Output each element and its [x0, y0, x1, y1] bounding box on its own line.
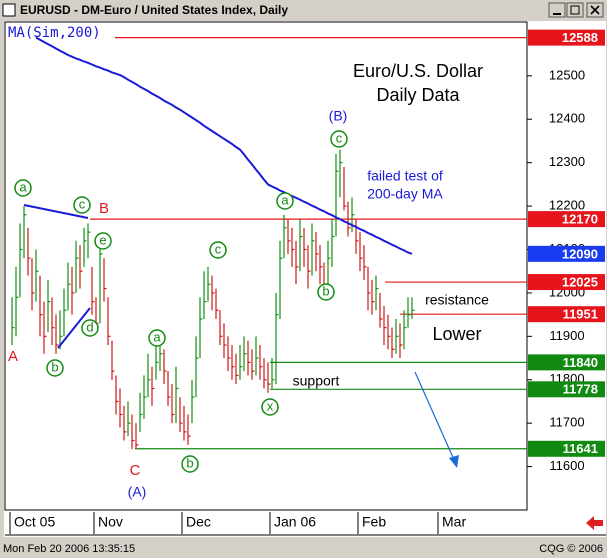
wave-circle	[276, 192, 294, 210]
scroll-arrow[interactable]	[586, 516, 603, 530]
level-label: 12588	[562, 30, 598, 45]
wave-label: a	[153, 329, 161, 344]
y-tick-label: 12500	[549, 67, 585, 82]
y-tick-label: 11900	[549, 328, 584, 343]
level-box	[528, 211, 605, 228]
wave-label: c	[336, 130, 343, 145]
wave-circle	[94, 232, 112, 250]
annotation: B	[99, 200, 109, 217]
icon	[590, 5, 600, 15]
annotation: Euro/U.S. Dollar	[353, 61, 483, 81]
wave-circle	[148, 329, 166, 347]
x-tick-label: Nov	[98, 514, 123, 530]
window-buttons[interactable]	[548, 2, 604, 18]
x-tick-label: Mar	[442, 514, 466, 530]
wave-label: c	[79, 196, 86, 211]
wave-circle	[73, 196, 91, 214]
status-time: Mon Feb 20 2006 13:35:15	[3, 543, 135, 555]
level-label: 12090	[562, 246, 598, 261]
annotation: 200-day MA	[367, 186, 443, 202]
level-box	[528, 245, 605, 262]
wave-label: d	[86, 319, 93, 334]
annotation: resistance	[425, 292, 489, 308]
annotation: support	[293, 373, 340, 389]
y-tick-label: 11600	[549, 458, 584, 473]
icon	[570, 5, 580, 15]
wave-circle	[209, 241, 227, 259]
x-tick-label: Dec	[186, 514, 211, 530]
wave-label: c	[215, 241, 222, 256]
app-icon	[2, 3, 16, 17]
wave-circle	[81, 319, 99, 337]
maximize-button[interactable]	[566, 2, 584, 18]
y-tick-label: 12200	[549, 198, 585, 213]
level-label: 11951	[563, 307, 598, 322]
status-copyright: CQG © 2006	[539, 543, 603, 555]
y-tick-label: 12400	[549, 111, 585, 126]
wave-label: a	[19, 179, 27, 194]
annotation: Daily Data	[376, 85, 460, 105]
x-tick-label: Oct 05	[14, 514, 55, 530]
level-label: 11840	[563, 355, 598, 370]
chart-area	[4, 21, 606, 537]
wave-circle	[14, 179, 32, 197]
level-box	[528, 354, 605, 371]
wave-circle	[46, 359, 64, 377]
y-tick-label: 12300	[549, 154, 585, 169]
level-box	[528, 274, 605, 291]
x-tick-label: Feb	[362, 514, 386, 530]
level-label: 12025	[562, 275, 598, 290]
level-label: 11641	[563, 441, 598, 456]
wave-label: b	[322, 283, 329, 298]
trendline	[23, 204, 91, 349]
level-box	[528, 306, 605, 323]
annotation: (A)	[128, 484, 147, 500]
plot-frame	[4, 21, 528, 511]
annotation: (B)	[329, 108, 348, 124]
arrowhead	[449, 455, 459, 468]
wave-circle	[317, 283, 335, 301]
wave-label: a	[281, 192, 289, 207]
level-box	[528, 381, 605, 398]
x-tick-label: Jan 06	[274, 514, 316, 530]
arrow	[414, 371, 456, 463]
wave-circle	[181, 455, 199, 473]
wave-label: b	[51, 359, 58, 374]
status-bar	[0, 540, 607, 558]
plot: 1160011700118001190012000121001220012300…	[8, 25, 605, 534]
annotation: Lower	[432, 324, 481, 344]
title-bar	[0, 0, 607, 20]
legend-ma: MA(Sim,200)	[8, 25, 101, 41]
level-label: 12170	[562, 212, 598, 227]
level-label: 11778	[563, 382, 598, 397]
level-box	[528, 440, 605, 457]
annotation: C	[130, 462, 141, 479]
wave-circle	[261, 398, 279, 416]
annotation: A	[8, 348, 18, 365]
wave-label: x	[267, 398, 274, 413]
level-box	[528, 29, 605, 46]
wave-label: e	[99, 232, 106, 247]
window-title: EURUSD - DM-Euro / United States Index, …	[20, 3, 288, 17]
moving-average	[35, 36, 413, 255]
wave-label: b	[186, 455, 193, 470]
y-tick-label: 11700	[549, 415, 584, 430]
annotation: failed test of	[367, 168, 443, 184]
wave-circle	[330, 130, 348, 148]
